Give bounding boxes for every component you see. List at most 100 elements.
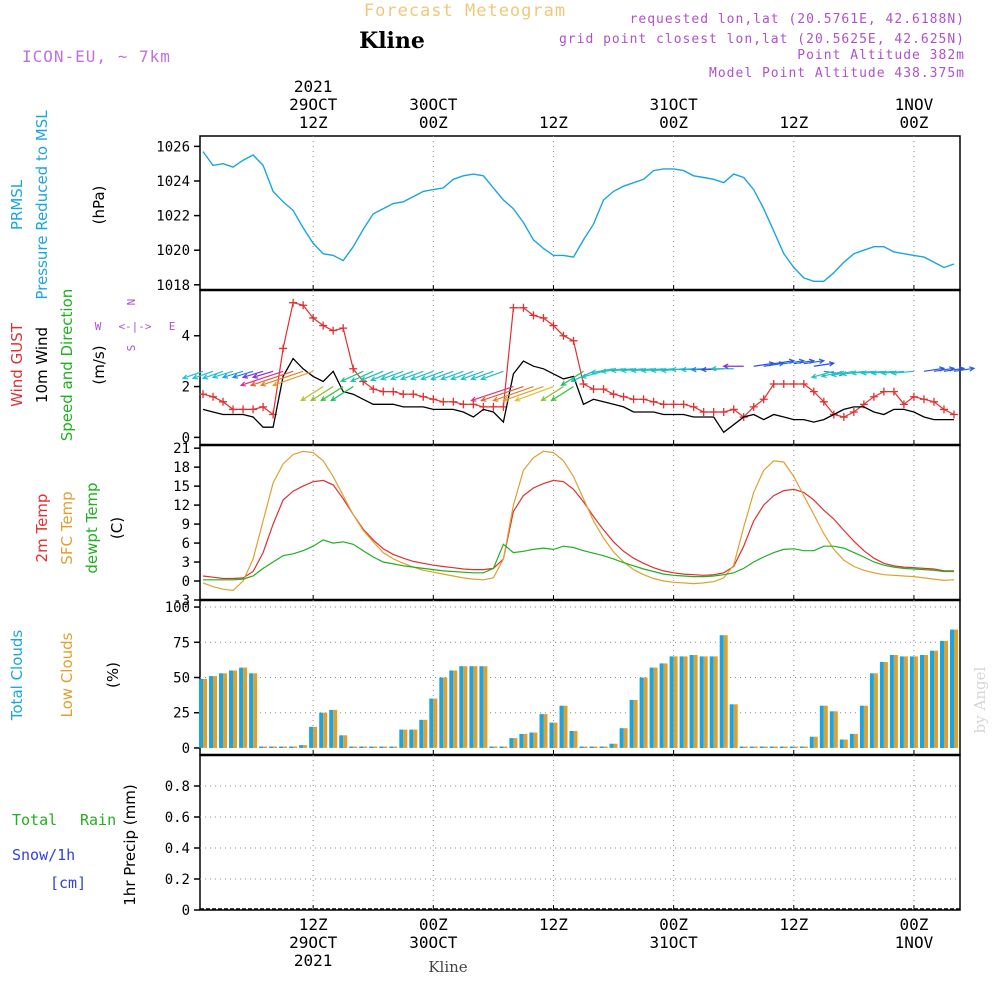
gust-marker [909, 392, 918, 401]
chart-title: Forecast Meteogram [364, 1, 566, 21]
grid-point-coordinates: grid point closest lon,lat (20.5625E, 42… [559, 32, 965, 47]
total-cloud-bar [629, 700, 634, 748]
wind-direction-arrow [379, 370, 404, 381]
wind-direction-arrow [560, 370, 584, 387]
gust-marker [349, 364, 358, 373]
gust-marker [559, 331, 568, 340]
low-cloud-bar [243, 667, 248, 748]
y-tick-label: 0.4 [165, 841, 190, 857]
low-cloud-bar [703, 656, 708, 748]
gust-marker [339, 324, 348, 333]
total-cloud-bar [899, 656, 904, 748]
wind-direction-arrow [450, 370, 474, 381]
low-cloud-bar [373, 746, 378, 748]
low-cloud-bar [273, 746, 278, 748]
gust-marker [219, 397, 228, 406]
compass-north: N [125, 299, 138, 306]
y-tick-label: -3 [173, 593, 190, 609]
total-cloud-bar [539, 714, 544, 748]
gust-marker [379, 387, 388, 396]
low-cloud-bar [753, 746, 758, 748]
precip-snow-label: Snow/1h [12, 846, 75, 864]
top-time-label: 12Z [539, 113, 568, 132]
total-cloud-bar [749, 746, 754, 748]
point-altitude: Point Altitude 382m [797, 48, 965, 63]
gust-marker [449, 397, 458, 406]
total-cloud-bar [549, 722, 554, 748]
total-cloud-bar [609, 743, 614, 748]
total-cloud-bar [429, 698, 434, 748]
wind-direction-arrow [813, 361, 836, 367]
gust-marker [769, 380, 778, 389]
y-tick-label: 75 [173, 635, 190, 651]
gust-marker [809, 387, 818, 396]
low-cloud-bar [413, 729, 418, 748]
low-cloud-bar [463, 666, 468, 748]
gust-marker [629, 395, 638, 404]
total-cloud-bar [920, 655, 924, 748]
low-cloud-bar [233, 670, 237, 748]
pressure-axis-label: Pressure Reduced to MSL [33, 110, 51, 300]
gust-marker [249, 405, 258, 414]
low-cloud-bar [433, 698, 438, 748]
gust-marker [799, 380, 808, 389]
bottom-time-label: 00Z [899, 915, 928, 934]
watermark: by Angel [971, 666, 989, 733]
wind-direction-arrow [430, 370, 454, 381]
gust-marker [539, 313, 548, 322]
gust-marker [759, 395, 768, 404]
low-cloud-bar [903, 656, 908, 748]
low-cloud-bar [843, 739, 848, 748]
compass-arrows: <-|-> [118, 320, 151, 333]
low-cloud-bar [683, 656, 688, 748]
gust-marker [419, 392, 428, 401]
low-cloud-bar [353, 746, 358, 748]
gust-marker [609, 390, 618, 399]
low-cloud-bar [223, 673, 227, 748]
bottom-time-label: 12Z [299, 915, 328, 934]
gust-marker [369, 385, 378, 394]
wind-direction-arrow [181, 370, 204, 380]
wind-direction-arrow [953, 366, 976, 372]
wind-direction-arrow [550, 386, 574, 402]
wind-direction-arrow [389, 370, 414, 381]
y-tick-label: 4 [182, 329, 190, 345]
gust-marker [279, 344, 288, 353]
low-cloud-bar [653, 667, 658, 748]
gust-marker [319, 321, 328, 330]
wind-direction-arrow [310, 386, 334, 402]
total-cloud-bar [859, 705, 864, 748]
y-tick-label: 9 [182, 517, 190, 533]
wind-direction-arrow [330, 386, 354, 402]
low-cloud-bar [924, 655, 928, 748]
low-cloud-bar [393, 746, 398, 748]
gust-marker [929, 397, 938, 406]
gust-marker [429, 395, 438, 404]
low-cloud-bar [263, 746, 268, 748]
low-cloud-bar [573, 731, 578, 748]
gust-marker [299, 301, 308, 310]
gust-marker [469, 400, 478, 409]
wind-axis-label: Speed and Direction [58, 289, 76, 442]
total-cloud-bar [419, 719, 424, 748]
total-cloud-bar [329, 709, 334, 748]
wind-direction-arrow [349, 370, 374, 383]
y-tick-label: 0 [182, 741, 190, 757]
gust-marker [519, 303, 528, 312]
y-tick-label: 6 [182, 536, 190, 552]
y-tick-label: 0.8 [165, 779, 190, 795]
low-cloud-bar [853, 733, 858, 748]
wind-direction-arrow [580, 370, 604, 379]
wind-direction-arrow [191, 370, 214, 380]
y-tick-label: 18 [173, 460, 190, 476]
gust-marker [639, 395, 648, 404]
total-cloud-bar [639, 677, 644, 748]
low-cloud-bar [483, 666, 488, 748]
total-cloud-bar [469, 666, 474, 748]
low-cloud-bar [493, 746, 498, 748]
low-cloud-bar [533, 732, 538, 748]
low-cloud-bar [693, 655, 698, 748]
gust-marker [579, 380, 588, 389]
low-cloud-bar [293, 746, 298, 748]
pressure-axis-label: PRMSL [8, 179, 26, 230]
